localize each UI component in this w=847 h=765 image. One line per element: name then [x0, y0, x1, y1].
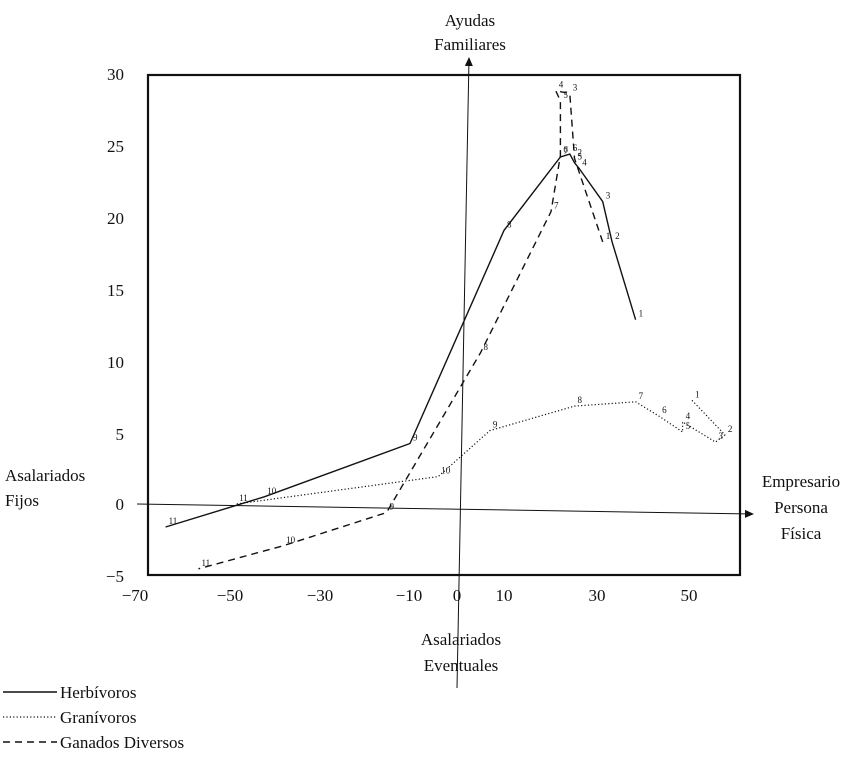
point-label: 5 [563, 90, 568, 100]
plot-frame [146, 73, 742, 577]
point-label: 8 [507, 219, 512, 229]
x-tick-label: 10 [496, 586, 513, 605]
y-axis-ticks: −5 0 5 10 15 20 25 30 [106, 65, 124, 586]
point-label: 7 [554, 201, 559, 211]
point-label: 11 [169, 516, 178, 526]
legend-label: Ganados Diversos [60, 733, 184, 752]
x-axis-ticks: −70 −50 −30 −10 0 10 30 50 [122, 586, 698, 605]
x-tick-label: −30 [307, 586, 334, 605]
series-line [236, 399, 726, 505]
y-tick-label: 15 [107, 281, 124, 300]
point-label: 1 [639, 309, 644, 319]
left-pole-label: Asalariados [5, 466, 85, 485]
top-pole-label: Ayudas [445, 11, 495, 30]
point-label: 4 [582, 158, 587, 168]
top-pole-label: Familiares [434, 35, 506, 54]
point-label: 11 [239, 493, 248, 503]
point-label: 11 [202, 558, 211, 568]
point-label: 10 [441, 466, 451, 476]
point-label: 6 [662, 405, 667, 415]
point-label: 3 [606, 191, 611, 201]
x-tick-label: 30 [589, 586, 606, 605]
point-label: 3 [719, 431, 724, 441]
y-tick-label: 25 [107, 137, 124, 156]
right-pole-label: Persona [774, 498, 828, 517]
point-label: 9 [493, 420, 498, 430]
point-label: 9 [390, 502, 395, 512]
series-line [198, 89, 604, 570]
left-pole-label: Fijos [5, 491, 39, 510]
x-tick-label: 0 [453, 586, 462, 605]
horizontal-axis-arrow [136, 503, 754, 518]
x-tick-label: 50 [681, 586, 698, 605]
point-label: 5 [578, 152, 583, 162]
point-label: 9 [413, 433, 418, 443]
point-label: 2 [728, 424, 733, 434]
point-label: 3 [573, 83, 578, 93]
bottom-pole-label: Asalariados [421, 630, 501, 649]
y-tick-label: 0 [116, 495, 125, 514]
y-tick-label: 10 [107, 353, 124, 372]
point-label: 1 [606, 231, 611, 241]
legend-label: Granívoros [60, 708, 136, 727]
y-tick-label: 5 [116, 425, 125, 444]
series-line [165, 153, 637, 528]
y-tick-label: 30 [107, 65, 124, 84]
x-tick-label: −10 [396, 586, 423, 605]
point-label: 7 [563, 146, 568, 156]
legend-label: Herbívoros [60, 683, 136, 702]
point-label: 2 [578, 147, 583, 157]
point-label: 6 [563, 145, 568, 155]
point-label: 10 [286, 535, 296, 545]
point-label: 7 [639, 391, 644, 401]
bottom-pole-label: Eventuales [424, 656, 499, 675]
right-pole-label: Física [781, 524, 822, 543]
point-label: 4 [559, 80, 564, 90]
y-tick-label: −5 [106, 567, 124, 586]
point-label: 4 [686, 411, 691, 421]
vertical-axis-arrow [456, 57, 473, 689]
point-label: 5 [686, 421, 691, 431]
legend: Herbívoros Granívoros Ganados Diversos [3, 683, 184, 752]
point-label: 2 [615, 231, 620, 241]
y-tick-label: 20 [107, 209, 124, 228]
x-tick-label: −70 [122, 586, 149, 605]
point-label: 6 [573, 143, 578, 153]
x-tick-label: −50 [217, 586, 244, 605]
point-label: 8 [578, 395, 583, 405]
point-label: 1 [695, 389, 700, 399]
point-label: 8 [484, 342, 489, 352]
right-pole-label: Empresario [762, 472, 840, 491]
point-label: 10 [267, 486, 277, 496]
